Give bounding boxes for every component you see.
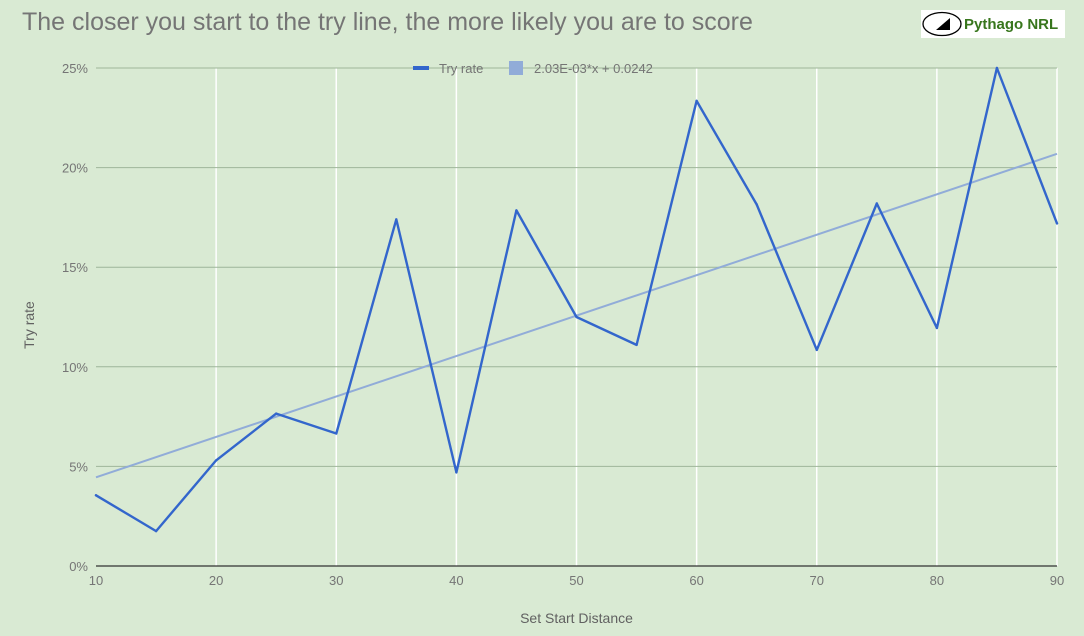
data-point	[575, 315, 578, 319]
x-tick-label: 10	[89, 573, 103, 588]
data-point	[94, 494, 98, 497]
legend: Try rate 2.03E-03*x + 0.0242	[413, 61, 653, 76]
data-point	[815, 348, 818, 352]
x-tick-label: 80	[930, 573, 944, 588]
x-axis-label: Set Start Distance	[520, 610, 633, 626]
chart-title: The closer you start to the try line, th…	[22, 8, 753, 36]
y-tick-label: 5%	[69, 459, 88, 474]
data-point	[274, 412, 278, 415]
x-tick-label: 90	[1050, 573, 1064, 588]
data-point	[935, 326, 939, 330]
gridlines	[96, 67, 1058, 567]
legend-label-trendline: 2.03E-03*x + 0.0242	[534, 61, 653, 76]
y-tick-label: 15%	[62, 260, 88, 275]
data-point	[1055, 222, 1059, 225]
data-point	[755, 203, 758, 206]
y-tick-label: 10%	[62, 360, 88, 375]
brand-logo: Pythago NRL	[921, 10, 1065, 38]
data-point	[515, 209, 518, 212]
y-tick-label: 25%	[62, 61, 88, 76]
legend-label-try-rate: Try rate	[439, 61, 483, 76]
y-tick-label: 0%	[69, 559, 88, 574]
data-point	[154, 529, 158, 533]
data-point	[395, 218, 398, 221]
logo-text: Pythago NRL	[964, 15, 1059, 33]
x-tick-label: 30	[329, 573, 343, 588]
data-point	[635, 343, 638, 347]
data-point	[875, 202, 879, 205]
data-point	[995, 66, 999, 70]
logo-icon	[922, 11, 962, 37]
data-point	[214, 459, 218, 462]
x-tick-label: 60	[689, 573, 703, 588]
series-layer	[94, 66, 1059, 533]
data-point	[335, 432, 338, 435]
data-point	[695, 99, 698, 103]
x-tick-label: 70	[810, 573, 824, 588]
legend-swatch-try-rate	[413, 66, 429, 70]
y-axis-label: Try rate	[21, 301, 37, 349]
y-tick-label: 20%	[62, 161, 88, 176]
x-tick-label: 40	[449, 573, 463, 588]
data-point	[455, 471, 458, 474]
axis-layer: Set Start Distance Try rate 0% 5% 10% 15% 20…	[21, 61, 1064, 626]
x-tick-label: 20	[209, 573, 223, 588]
x-tick-label: 50	[569, 573, 583, 588]
legend-swatch-trendline	[509, 61, 523, 75]
